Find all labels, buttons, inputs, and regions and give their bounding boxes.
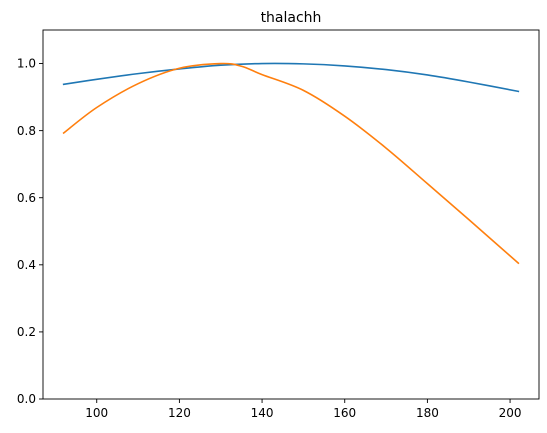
y-tick-label: 1.0 — [17, 57, 36, 71]
axes: 100 120 140 160 180 200 0.0 0.2 0.4 0.6 0.8 1.0 — [17, 29, 540, 420]
x-tick-label: 160 — [333, 406, 356, 420]
chart-title: thalachh — [261, 10, 322, 26]
x-tick-label: 200 — [499, 406, 522, 420]
axes-frame — [42, 29, 540, 400]
x-tick-label: 140 — [251, 406, 274, 420]
y-tick-label: 0.4 — [17, 258, 36, 272]
plot-area — [62, 62, 520, 265]
y-tick-label: 0.2 — [17, 325, 36, 339]
x-tick-label: 120 — [168, 406, 191, 420]
x-tick-label: 180 — [416, 406, 439, 420]
y-tick-label: 0.8 — [17, 124, 36, 138]
x-tick-label: 100 — [85, 406, 108, 420]
series-line-2 — [62, 62, 520, 265]
y-tick-label: 0.6 — [17, 191, 36, 205]
series-line-1 — [62, 62, 520, 93]
y-tick-label: 0.0 — [17, 392, 36, 406]
